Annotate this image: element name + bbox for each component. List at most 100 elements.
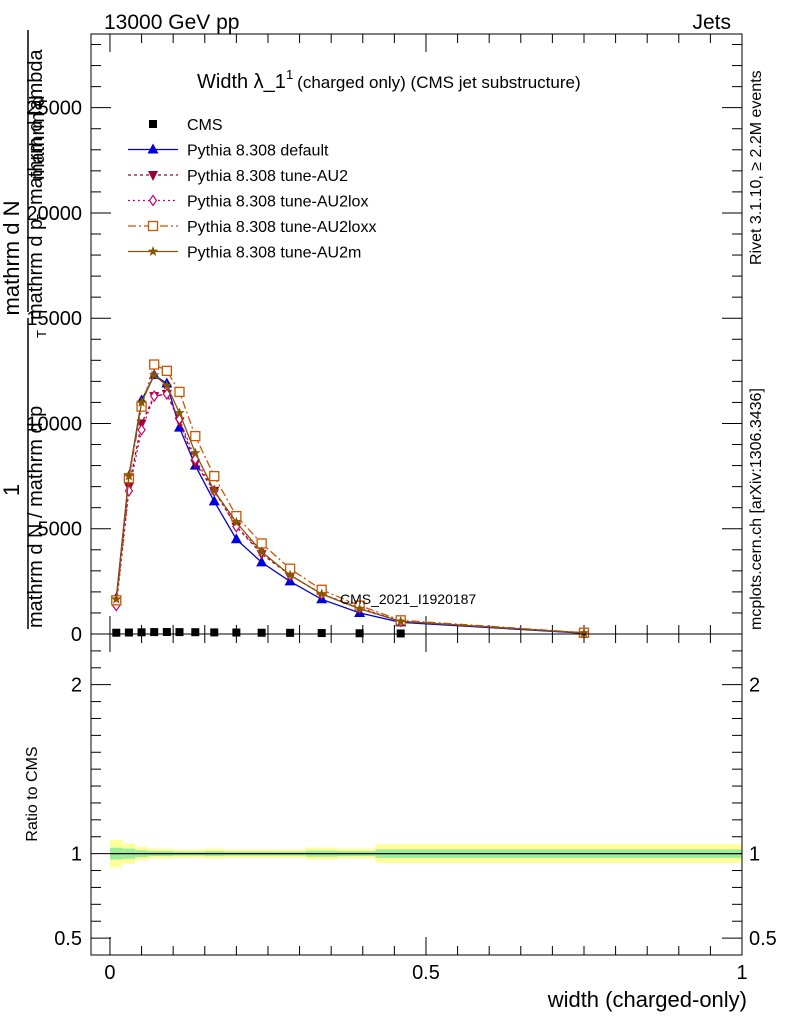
ylabel-d-top: mathrm d [27, 96, 49, 180]
data-point [137, 423, 146, 436]
data-point [256, 546, 267, 557]
ratio-ytick-label-right: 0.5 [749, 928, 777, 950]
ylabel-denominator: mathrm d N / mathrm d p [25, 406, 47, 628]
ylabel-dlambda: mathrm d lambda [25, 49, 47, 205]
data-point [395, 615, 406, 626]
legend-item: Pythia 8.308 tune-AU2m [128, 245, 361, 262]
data-point [137, 628, 146, 637]
ratio-ytick-label-right: 2 [749, 675, 760, 697]
series-0 [112, 628, 588, 638]
data-point [230, 533, 242, 544]
chart-title-rest: (charged only) (CMS jet substructure) [297, 73, 580, 92]
ylabel-dpt: mathrm d p [25, 219, 47, 320]
main-ytick-label: 5000 [38, 519, 83, 541]
legend-label: Pythia 8.308 default [187, 143, 329, 160]
header-right: Jets [692, 11, 731, 34]
main-ytick-label: 20000 [26, 203, 82, 225]
data-point [162, 628, 171, 636]
chart-title: Width λ_11 (charged only) (CMS jet substr… [197, 67, 581, 93]
data-point [354, 603, 365, 614]
data-point [284, 569, 296, 580]
ratio-ytick-labels: 0.5 0.5 1 1 2 2 [54, 675, 777, 950]
main-ytick-label: 25000 [26, 98, 82, 120]
ratio-panel-frame [90, 633, 743, 956]
data-point [175, 628, 184, 637]
data-point [112, 628, 121, 637]
legend-marker [148, 171, 158, 181]
data-point [317, 629, 326, 638]
data-point [208, 495, 220, 506]
main-ticks [91, 34, 743, 635]
x-axis-label: width (charged-only) [547, 987, 747, 1012]
data-point [257, 628, 266, 637]
data-point [191, 628, 200, 637]
data-point [161, 380, 173, 391]
data-point [190, 447, 201, 458]
data-point [174, 386, 185, 398]
ratio-ytick-label: 1 [71, 844, 82, 866]
data-point [231, 516, 242, 527]
legend-item: Pythia 8.308 tune-AU2lox [128, 194, 368, 211]
data-point [136, 396, 147, 407]
data-point [162, 387, 172, 401]
ratio-bands [109, 840, 742, 868]
legend-marker [148, 194, 158, 207]
ylabel-sub-t: T [34, 330, 49, 338]
data-point [578, 627, 590, 638]
data-point [396, 629, 405, 638]
main-ytick-label: 15000 [26, 308, 82, 330]
data-point [148, 369, 160, 380]
legend-label: CMS [187, 117, 223, 134]
chart-title-sup: 1 [286, 67, 293, 82]
legend: CMS Pythia 8.308 default Pythia 8.308 tune… [128, 117, 376, 262]
series-5 [111, 369, 590, 638]
legend-marker [149, 120, 157, 128]
ratio-xtick-labels: 0 0.5 1 [104, 962, 747, 984]
data-point [124, 628, 133, 637]
data-point [209, 470, 220, 482]
data-point [232, 628, 241, 637]
main-ytick-label: 10000 [26, 413, 82, 435]
data-point [174, 407, 185, 418]
main-panel: 0 5000 10000 15000 20000 25000 CMS Pythia 8.30… [0, 30, 743, 646]
xtick-label: 0 [104, 962, 115, 984]
data-point [209, 485, 220, 496]
data-point [316, 588, 327, 599]
legend-item: Pythia 8.308 default [128, 143, 329, 160]
ratio-ytick-label: 0.5 [54, 928, 82, 950]
data-point [123, 470, 135, 481]
ratio-ytick-label: 2 [71, 675, 82, 697]
xtick-label: 0.5 [412, 962, 440, 984]
legend-label: Pythia 8.308 tune-AU2lox [187, 194, 368, 211]
data-point [149, 359, 160, 370]
watermark: CMS_2021_I1920187 [340, 591, 476, 607]
data-point [111, 593, 122, 604]
main-ytick-label: 0 [71, 624, 82, 646]
ratio-ticks [91, 634, 743, 955]
legend-label: Pythia 8.308 tune-AU2 [187, 168, 348, 185]
legend-marker [147, 246, 159, 256]
legend-item: CMS [149, 117, 223, 134]
ylabel-sub-t2: T [34, 214, 49, 222]
header-left: 13000 GeV pp [104, 11, 239, 34]
ratio-ytick-label-right: 1 [749, 844, 760, 866]
series-layer [110, 359, 590, 639]
ylabel-dn: mathrm d N [0, 201, 24, 316]
legend-label: Pythia 8.308 tune-AU2loxx [187, 219, 376, 236]
legend-marker [147, 220, 159, 232]
data-point [161, 365, 172, 376]
ratio-panel: 0.5 0.51 12 2 0 0.5 1 Ratio to CMS width (cha… [24, 633, 777, 1012]
rivet-label: Rivet 3.1.10, ≥ 2.2M events [748, 70, 765, 265]
main-ytick-labels: 0 5000 10000 15000 20000 25000 [26, 98, 82, 646]
legend-marker [147, 143, 159, 154]
xtick-label: 1 [736, 962, 747, 984]
data-point [190, 430, 201, 442]
ylabel-one: 1 [0, 484, 24, 496]
data-point [286, 628, 295, 637]
chart-title-main: Width λ_1 [197, 71, 286, 93]
ratio-ylabel: Ratio to CMS [24, 746, 41, 841]
legend-label: Pythia 8.308 tune-AU2m [187, 245, 361, 262]
data-point [149, 390, 159, 403]
